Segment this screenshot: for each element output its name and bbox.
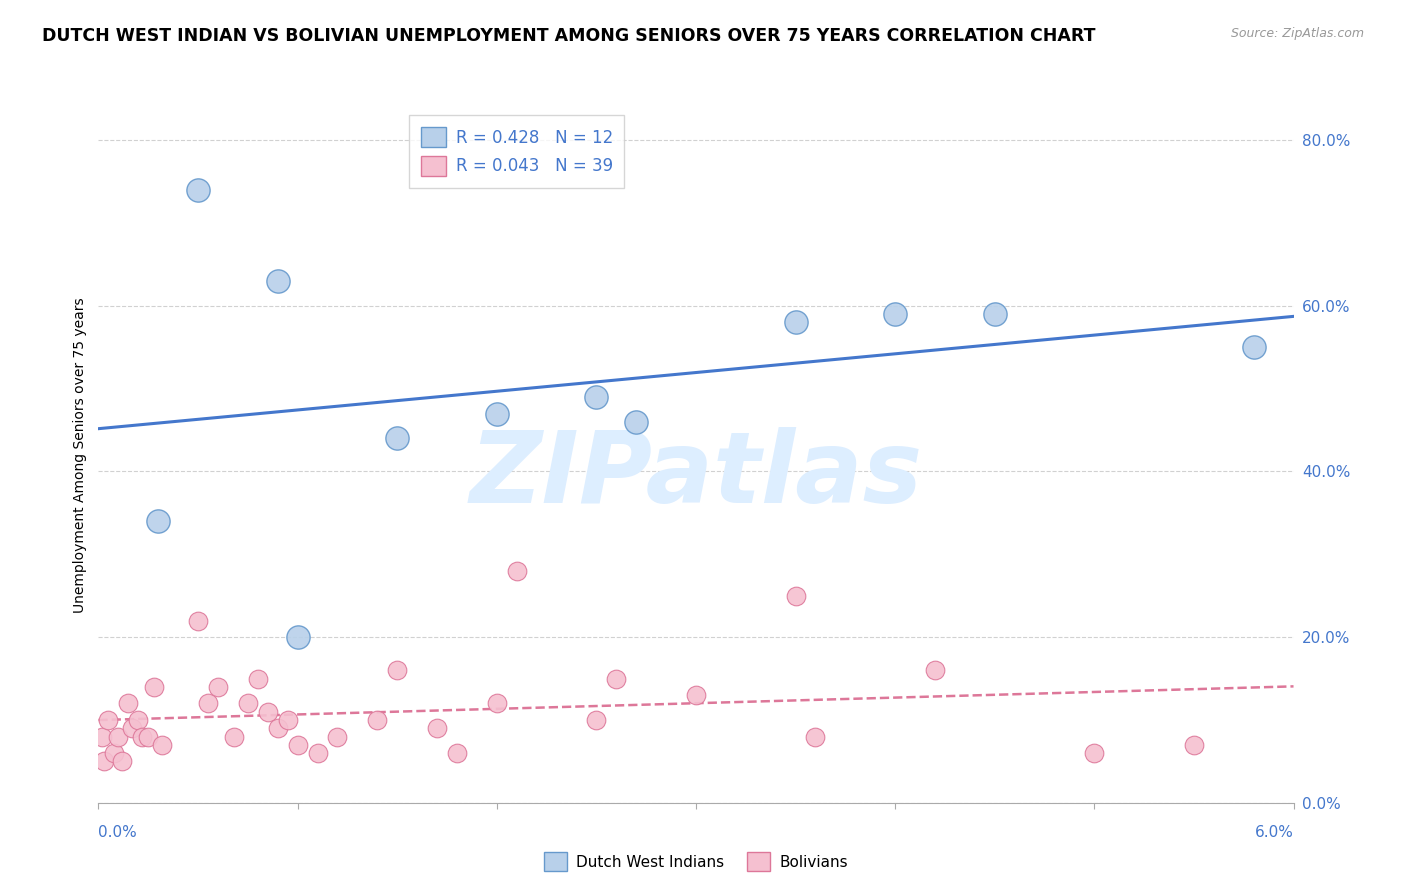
Point: [103, 746, 125, 760]
Point: [1243, 340, 1265, 354]
Point: [256, 705, 278, 719]
Text: Source: ZipAtlas.com: Source: ZipAtlas.com: [1230, 27, 1364, 40]
Text: ZIPatlas: ZIPatlas: [470, 427, 922, 524]
Point: [267, 721, 290, 735]
Point: [143, 680, 166, 694]
Point: [121, 721, 143, 735]
Point: [1182, 738, 1205, 752]
Point: [605, 672, 627, 686]
Point: [446, 746, 468, 760]
Point: [385, 431, 409, 445]
Point: [150, 738, 173, 752]
Point: [426, 721, 449, 735]
Point: [287, 738, 309, 752]
Point: [983, 307, 1005, 321]
Y-axis label: Unemployment Among Seniors over 75 years: Unemployment Among Seniors over 75 years: [73, 297, 87, 613]
Point: [148, 514, 170, 528]
Point: [485, 407, 508, 421]
Point: [131, 730, 153, 744]
Point: [585, 390, 607, 404]
Point: [506, 564, 529, 578]
Text: 0.0%: 0.0%: [98, 825, 138, 840]
Point: [246, 672, 269, 686]
Point: [624, 415, 647, 429]
Point: [884, 307, 907, 321]
Point: [287, 630, 309, 644]
Point: [111, 755, 134, 769]
Point: [97, 713, 120, 727]
Point: [267, 274, 290, 288]
Point: [924, 663, 946, 677]
Point: [277, 713, 299, 727]
Point: [197, 697, 219, 711]
Point: [187, 614, 209, 628]
Point: [236, 697, 259, 711]
Legend: Dutch West Indians, Bolivians: Dutch West Indians, Bolivians: [537, 845, 855, 879]
Point: [307, 746, 329, 760]
Point: [1083, 746, 1105, 760]
Point: [222, 730, 245, 744]
Text: 6.0%: 6.0%: [1254, 825, 1294, 840]
Point: [117, 697, 139, 711]
Point: [804, 730, 827, 744]
Point: [785, 589, 807, 603]
Point: [127, 713, 149, 727]
Text: DUTCH WEST INDIAN VS BOLIVIAN UNEMPLOYMENT AMONG SENIORS OVER 75 YEARS CORRELATI: DUTCH WEST INDIAN VS BOLIVIAN UNEMPLOYME…: [42, 27, 1095, 45]
Point: [685, 688, 707, 702]
Point: [93, 755, 115, 769]
Point: [91, 730, 114, 744]
Point: [187, 183, 209, 197]
Point: [207, 680, 229, 694]
Point: [136, 730, 159, 744]
Point: [326, 730, 349, 744]
Point: [485, 697, 508, 711]
Point: [785, 315, 807, 329]
Point: [107, 730, 129, 744]
Point: [585, 713, 607, 727]
Point: [385, 663, 409, 677]
Point: [366, 713, 388, 727]
